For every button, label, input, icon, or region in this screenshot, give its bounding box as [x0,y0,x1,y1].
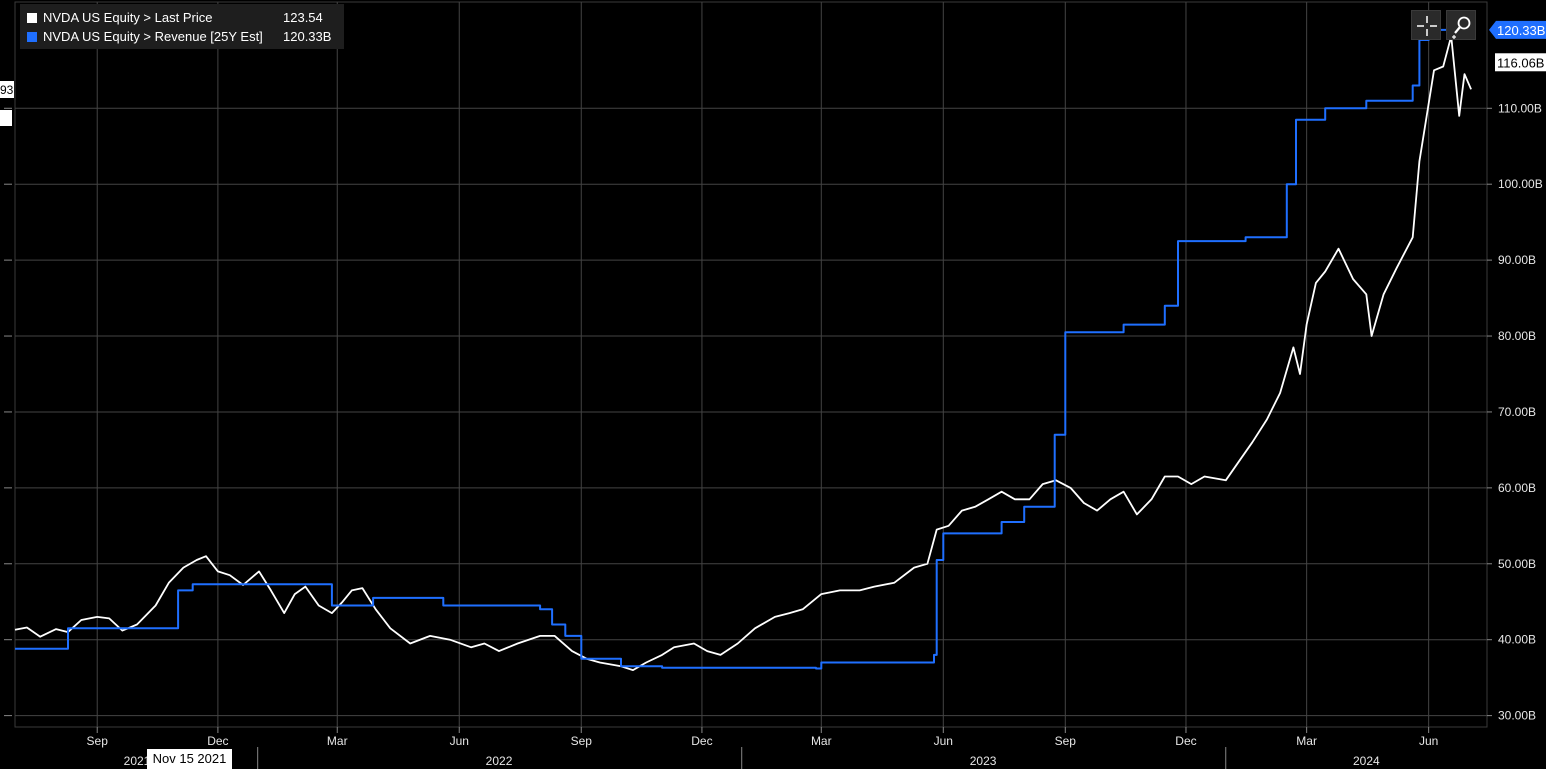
y-tick-label: 110.00B [1498,101,1542,115]
y-tick-label: 100.00B [1498,177,1543,191]
legend-label: NVDA US Equity > Revenue [25Y Est] [43,29,263,44]
series-line-last-price [14,35,1472,671]
left-axis-marker [0,110,12,126]
left-axis-tag-text: 93 [0,83,14,97]
legend-value: 120.33B [283,29,332,44]
x-tick-label: Dec [691,734,712,748]
left-axis-tag-box [0,81,14,98]
x-tick-label: Mar [811,734,832,748]
x-tick-label: Mar [327,734,348,748]
x-tick-label: Jun [934,734,953,748]
crosshair-icon [1417,16,1437,36]
last-value-tag-box [1495,53,1546,72]
x-year-label: 2021 [124,754,151,768]
x-tick-label: Sep [571,734,593,748]
crosshair-button[interactable] [1411,10,1441,40]
last-value-tag-text: 116.06B [1497,55,1544,70]
crosshair-date-label: Nov 15 2021 [147,749,232,769]
last-value-tag-text: 120.33B [1497,23,1545,38]
x-tick-label: Dec [1175,734,1196,748]
x-tick-label: Jun [450,734,469,748]
x-tick-label: Sep [1055,734,1077,748]
zoom-icon [1452,16,1471,39]
y-tick-label: 40.00B [1498,633,1536,647]
y-tick-label: 50.00B [1498,557,1536,571]
x-tick-label: Mar [1296,734,1317,748]
zoom-button[interactable] [1446,10,1476,40]
last-value-tag-box [1489,20,1546,39]
legend-value: 123.54 [283,10,323,25]
legend-swatch-blue [27,32,37,42]
x-tick-label: Sep [87,734,109,748]
left-axis-value-tag: 93 [0,81,14,126]
y-tick-label: 60.00B [1498,481,1536,495]
plot-frame [14,1,1488,728]
legend-label: NVDA US Equity > Last Price [43,10,213,25]
chart-legend: NVDA US Equity > Last Price 123.54 NVDA … [20,4,344,49]
last-value-tag: 116.06B [1495,53,1546,72]
y-tick-label: 70.00B [1498,405,1536,419]
legend-swatch-white [27,13,37,23]
x-year-label: 2023 [970,754,997,768]
x-year-label: 2024 [1353,754,1380,768]
y-tick-label: 80.00B [1498,329,1536,343]
x-tick-label: Jun [1419,734,1438,748]
y-tick-label: 90.00B [1498,253,1536,267]
series-line-revenue [15,28,1474,670]
x-year-label: 2022 [486,754,513,768]
y-tick-label: 30.00B [1498,709,1536,723]
last-value-tag: 120.33B [1489,20,1546,39]
x-tick-label: Dec [207,734,228,748]
